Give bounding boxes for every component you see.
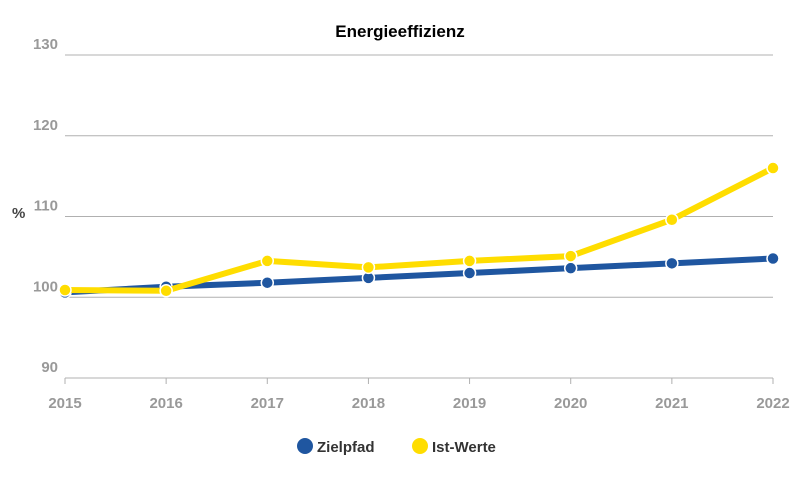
y-tick-label: 130 [33,36,58,53]
x-tick-label: 2019 [453,395,486,412]
y-tick-label: 120 [33,117,58,134]
data-point[interactable] [563,261,578,275]
y-tick-label: 90 [41,359,58,376]
data-point[interactable] [766,251,780,266]
y-tick-label: 100 [33,278,58,295]
data-point[interactable] [260,254,275,268]
data-point[interactable] [58,283,72,297]
data-point[interactable] [260,275,275,290]
data-point[interactable] [563,249,578,263]
data-point[interactable] [462,254,477,268]
x-tick-label: 2017 [251,395,284,412]
legend-marker [297,438,313,454]
y-tick-label: 110 [34,198,58,215]
x-tick-label: 2022 [756,395,789,412]
series-line [64,165,775,294]
x-tick-label: 2021 [655,395,688,412]
series-ist-werte [58,161,780,298]
legend-item[interactable]: Ist-Werte [412,438,496,456]
data-point[interactable] [665,256,679,271]
data-point[interactable] [766,161,780,175]
data-point[interactable] [361,260,376,275]
legend-marker [412,438,428,454]
x-tick-label: 2015 [48,395,81,412]
legend-item[interactable]: Zielpfad [297,438,375,456]
legend-label: Zielpfad [317,439,375,456]
y-axis-label: % [12,205,25,222]
data-point[interactable] [462,266,477,280]
legend-label: Ist-Werte [432,439,496,456]
data-point[interactable] [159,284,173,298]
x-tick-label: 2020 [554,395,587,412]
chart-title: Energieeffizienz [335,22,464,41]
x-tick-label: 2016 [149,395,182,412]
x-tick-label: 2018 [352,395,385,412]
data-point[interactable] [665,212,679,227]
